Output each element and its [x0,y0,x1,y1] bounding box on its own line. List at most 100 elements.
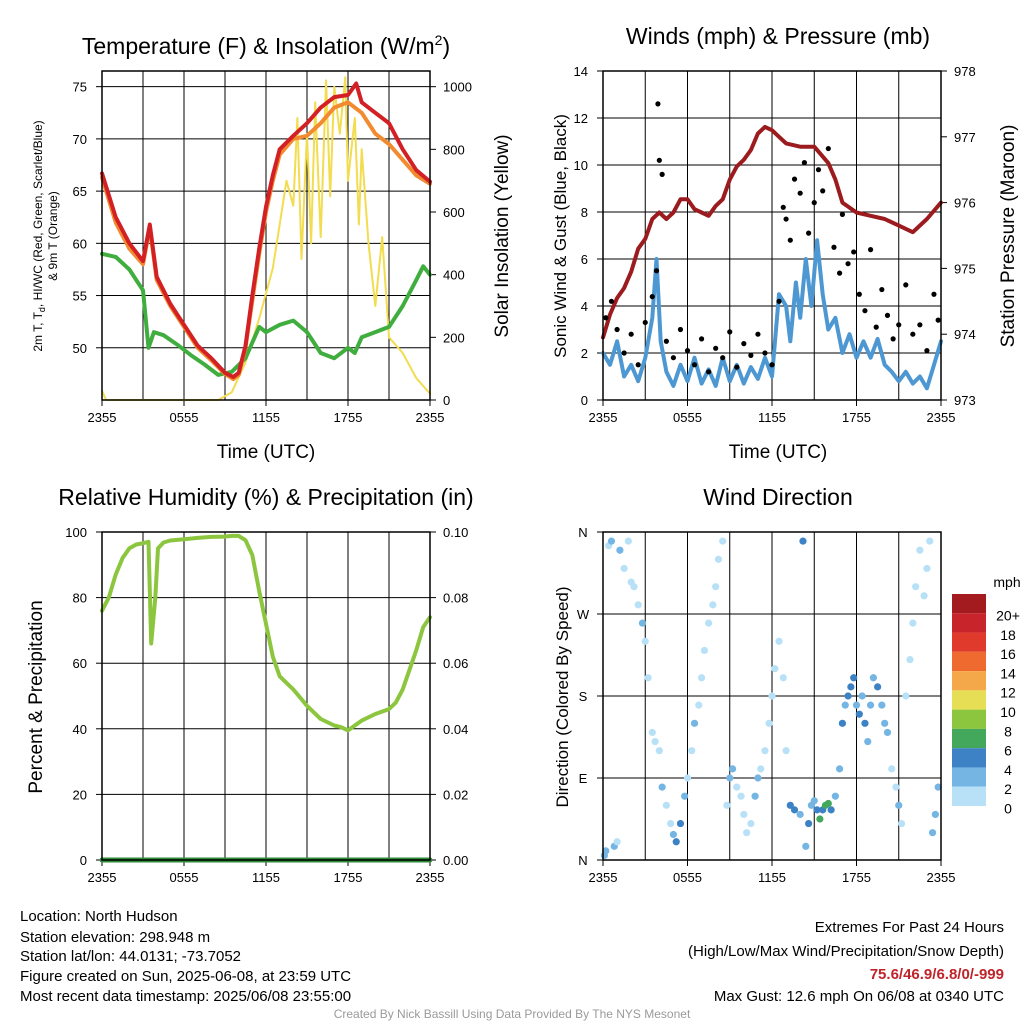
winds-gust-point [917,322,923,328]
temperature-ytick-label-right: 800 [443,142,465,157]
wind-direction-point [728,765,737,773]
winds-gust-point [663,338,669,344]
wind-direction-point [688,747,696,755]
humidity-ytick-label-left: 100 [65,525,87,540]
wind-direction-point [624,537,632,545]
winds-panel: Winds (mph) & Pressure (mb) 2355 0555 1155… [551,23,1019,463]
winds-gust-point [839,211,846,217]
wind-direction-point [644,674,652,682]
winds-gust-point [621,350,627,356]
temperature-ytick-label-right: 400 [443,268,465,283]
wind-direction-point [634,601,642,609]
winds-gust-point [698,336,705,342]
wind-direction-point [888,765,896,773]
wind-direction-point [779,674,787,682]
wind-direction-point [683,774,692,782]
info-created: Figure created on Sun, 2025-06-08, at 23… [20,968,352,985]
winds-gust-point [755,331,761,337]
wind-direction-xtick-label: 1155 [758,870,786,885]
temperature-ylabel-left-line1: 2m T, Td, HI/WC (Red, Green, Scarlet/Blu… [31,120,47,351]
wind-direction-point [697,674,706,682]
humidity-ytick-label-right: 0.04 [443,722,468,737]
wind-direction-point [852,701,861,709]
max-gust: Max Gust: 12.6 mph On 06/08 at 0340 UTC [713,988,1004,1005]
wind-direction-point [709,601,717,609]
wind-direction-ylabel-left: Direction (Colored By Speed) [553,586,572,807]
wind-direction-point [723,801,731,809]
wind-direction-point [850,674,858,682]
wind-direction-title: Wind Direction [703,484,853,510]
temperature-xtick-label: 2355 [416,410,445,425]
winds-gust-point [720,355,726,361]
winds-ylabel-right: Station Pressure (Maroon) [998,125,1019,348]
winds-gust-point [783,216,789,222]
winds-gust-point [903,282,909,288]
info-location: Location: North Hudson [20,908,178,925]
winds-gust-point [890,336,896,342]
legend-label: 16 [1000,646,1016,662]
wind-direction-point [866,701,875,709]
winds-gust-point [884,312,891,318]
wind-direction-point [648,728,656,737]
wind-direction-point [700,646,709,655]
winds-ylabel-left: Sonic Wind & Gust (Blue, Black) [551,114,570,358]
extremes-title: Extremes For Past 24 Hours [814,919,1004,936]
legend-label: 20+ [996,608,1020,624]
wind-direction-point [916,546,924,554]
legend-swatch [952,613,986,633]
legend-label: 4 [1004,762,1012,778]
wind-direction-point [881,719,889,727]
wind-direction-point [831,792,839,800]
winds-ytick-label-right: 976 [954,196,976,211]
humidity-panel: Relative Humidity (%) & Precipitation (i… [26,484,474,885]
legend-label: 12 [1000,685,1016,701]
temperature-title: Temperature (F) & Insolation (W/m2) [82,32,450,59]
winds-gust-point [896,322,902,328]
winds-xlabel: Time (UTC) [729,442,828,463]
temperature-xtick-label: 0555 [170,410,199,425]
wind-direction-point [662,801,670,809]
temperature-ytick-label-left: 60 [73,236,87,251]
winds-plot-area: 2355 0555 1155 1755 235502468101214973974975… [574,64,976,425]
winds-ytick-label-left: 14 [574,64,588,79]
humidity-ytick-label-left: 80 [73,591,87,606]
wind-direction-point [768,692,776,700]
temperature-series-line-1 [100,251,432,377]
wind-direction-point [771,665,779,673]
winds-gust-point [862,308,868,314]
wind-direction-point [878,701,886,709]
wind-direction-point [743,829,751,837]
wind-direction-point [928,829,937,837]
temperature-ytick-label-left: 50 [73,341,87,356]
temperature-xtick-label: 1155 [252,410,280,425]
winds-gust-point [879,286,885,293]
temperature-ylabel-left-line2: & 9m T (Orange) [46,191,60,281]
temperature-ytick-label-right: 1000 [443,80,472,95]
temperature-ytick-label-right: 600 [443,205,465,220]
wind-direction-point [613,838,621,846]
winds-series-line-1 [601,238,943,391]
legend-label: 14 [1000,665,1016,681]
humidity-ytick-label-left: 20 [73,787,87,802]
legend-swatch [952,786,986,806]
wind-direction-frame [602,531,942,861]
winds-gust-point [741,341,747,347]
wind-direction-point [733,783,741,791]
winds-gust-point [713,345,719,351]
wind-direction-point [651,737,659,746]
wind-direction-point [912,583,920,591]
wind-direction-point [638,619,647,627]
temperature-ytick-label-right: 0 [443,393,450,408]
wind-direction-point [897,819,906,828]
wind-direction-panel: Wind Direction 2355 0555 1155 1755 2355NESWN… [553,484,1021,885]
wind-direction-point [616,546,624,554]
legend-label: 2 [1004,781,1012,797]
wind-direction-point [705,619,713,627]
wind-direction-point [926,537,934,545]
wind-direction-point [802,842,810,850]
legend-swatch [952,671,986,691]
winds-gust-point [608,298,615,304]
wind-direction-point [909,619,917,627]
wind-direction-point [726,774,734,782]
credit-line: Created By Nick Bassill Using Data Provi… [333,1007,691,1021]
